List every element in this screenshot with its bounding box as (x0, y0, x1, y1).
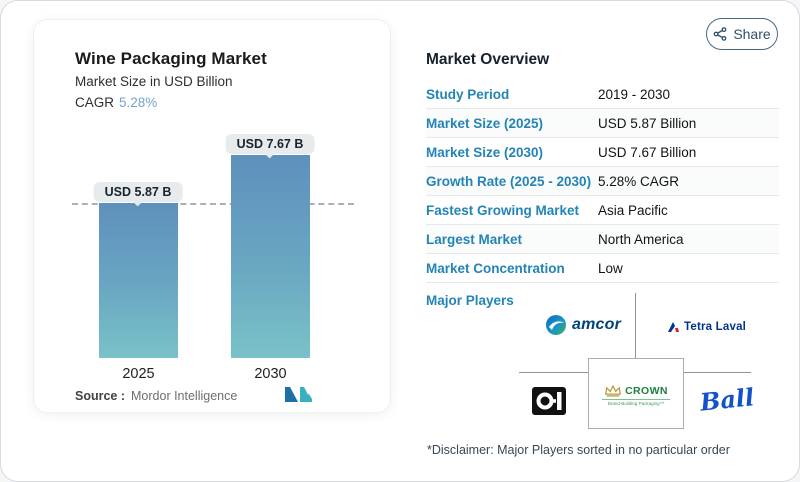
bar-2025[interactable] (99, 203, 178, 358)
row-label: Market Size (2025) (426, 115, 544, 131)
row-label: Study Period (426, 86, 510, 102)
table-row-largest-market: Largest Market North America (426, 225, 779, 254)
o-i-icon (532, 387, 566, 415)
chart-subtitle: Market Size in USD Billion (75, 74, 233, 89)
source-label: Source : (75, 389, 126, 403)
crown-icon (605, 384, 622, 397)
player-logo-tetra-laval[interactable]: Tetra Laval (667, 321, 746, 333)
player-logo-o-i[interactable] (532, 387, 566, 420)
tree-horizontal-line-left (519, 372, 588, 373)
tetra-laval-wordmark: Tetra Laval (684, 321, 747, 333)
table-row-market-concentration: Market Concentration Low (426, 254, 779, 283)
table-row-market-size-2030: Market Size (2030) USD 7.67 Billion (426, 138, 779, 167)
tree-horizontal-line-right (684, 372, 751, 373)
row-value: 2019 - 2030 (598, 86, 671, 102)
cagr-value: 5.28% (119, 95, 158, 110)
bar-value-label-2030: USD 7.67 B (225, 134, 315, 154)
reference-dashed-line (72, 203, 354, 205)
row-value: USD 5.87 Billion (598, 115, 697, 131)
row-value: Low (598, 260, 623, 276)
table-row-fastest-growing-market: Fastest Growing Market Asia Pacific (426, 196, 779, 225)
x-axis-label-2025: 2025 (122, 366, 155, 382)
table-row-growth-rate: Growth Rate (2025 - 2030) 5.28% CAGR (426, 167, 779, 196)
tetra-laval-icon (668, 322, 679, 332)
bar-value-label-2025: USD 5.87 B (93, 182, 183, 202)
major-players-label: Major Players (426, 293, 514, 308)
chart-title: Wine Packaging Market (75, 49, 267, 68)
share-button-label: Share (733, 26, 771, 42)
row-value: USD 7.67 Billion (598, 144, 697, 160)
table-row-market-size-2025: Market Size (2025) USD 5.87 Billion (426, 109, 779, 138)
player-logo-ball[interactable]: Ball (699, 382, 756, 416)
ball-wordmark: Ball (698, 382, 756, 417)
amcor-swirl-icon (546, 315, 566, 335)
row-label: Market Size (2030) (426, 144, 544, 160)
row-label: Largest Market (426, 231, 523, 247)
chart-cagr: CAGR 5.28% (75, 95, 157, 110)
bar-2030[interactable] (231, 155, 310, 358)
table-row-study-period: Study Period 2019 - 2030 (426, 80, 779, 109)
row-value: Asia Pacific (598, 202, 668, 218)
row-label: Market Concentration (426, 260, 565, 276)
row-label: Fastest Growing Market (426, 202, 580, 218)
tree-center-box (588, 358, 684, 429)
share-icon (713, 27, 727, 41)
row-value: 5.28% CAGR (598, 173, 680, 189)
major-players-disclaimer: *Disclaimer: Major Players sorted in no … (427, 443, 730, 457)
player-logo-amcor[interactable]: amcor (545, 314, 621, 336)
overview-table: Study Period 2019 - 2030 Market Size (20… (426, 80, 779, 283)
mordor-intelligence-logo-icon (285, 387, 312, 402)
share-button[interactable]: Share (706, 18, 778, 50)
cagr-label: CAGR (75, 95, 115, 110)
x-axis-label-2030: 2030 (254, 366, 287, 382)
row-value: North America (598, 231, 684, 247)
chart-card: Wine Packaging Market Market Size in USD… (33, 19, 391, 413)
crown-wordmark: CROWN (625, 384, 668, 397)
tree-vertical-line (635, 293, 636, 358)
amcor-wordmark: amcor (572, 316, 622, 333)
player-logo-crown[interactable]: CROWN Brand-Building Packaging™ (602, 384, 670, 406)
overview-heading: Market Overview (426, 51, 550, 68)
row-label: Growth Rate (2025 - 2030) (426, 173, 592, 189)
source-row: Source : Mordor Intelligence (75, 389, 237, 403)
crown-tagline: Brand-Building Packaging™ (602, 399, 670, 406)
source-value: Mordor Intelligence (131, 389, 238, 403)
